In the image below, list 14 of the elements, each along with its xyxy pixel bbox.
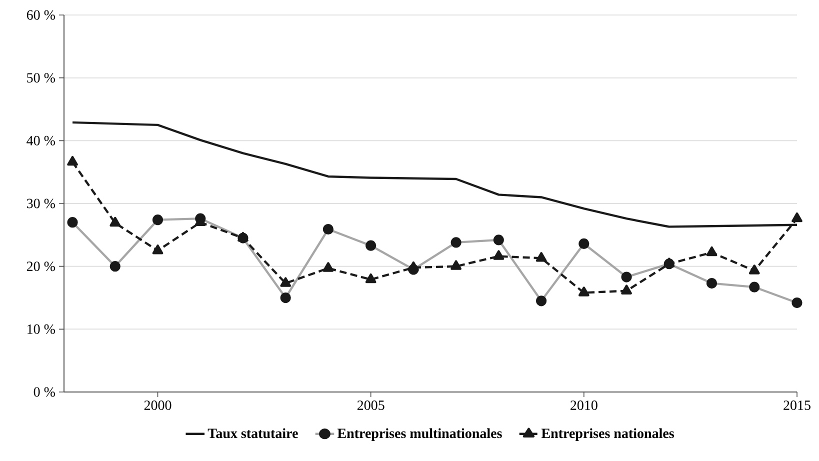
x-tick-label: 2000: [144, 400, 172, 410]
x-tick-label: 2015: [784, 400, 810, 410]
legend-label: Entreprises multinationales: [337, 428, 502, 441]
x-tick-label: 2005: [357, 400, 384, 410]
y-tick-label: 50 %: [27, 73, 56, 83]
y-tick-label: 60 %: [26, 10, 56, 20]
legend-label: Entreprises nationales: [541, 428, 674, 441]
x-tick-label: 2010: [570, 400, 598, 410]
y-tick-label: 40 %: [26, 136, 56, 146]
y-tick-label: 0 %: [34, 387, 56, 397]
y-tick-label: 30 %: [26, 198, 56, 208]
y-tick-label: 20 %: [26, 262, 56, 272]
legend-label: Taux statutaire: [208, 428, 298, 438]
y-tick-label: 10 %: [28, 324, 56, 334]
